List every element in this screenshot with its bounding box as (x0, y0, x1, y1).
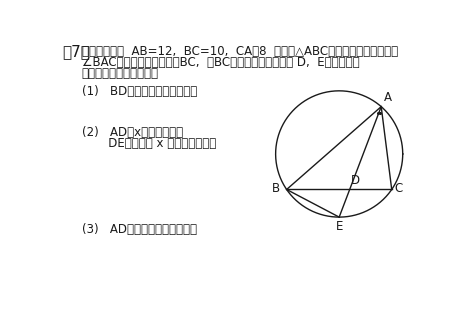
Text: ∠BACの角の２等分線と辺BC,  弧BCとの交点をそれぞれ D,  Eとします。: ∠BACの角の２等分線と辺BC, 弧BCとの交点をそれぞれ D, Eとします。 (82, 56, 360, 69)
Text: B: B (272, 182, 280, 195)
Text: DEの長さを x で表しなさい。: DEの長さを x で表しなさい。 (82, 137, 216, 150)
Text: (2)   AD＝xとおくとき，: (2) AD＝xとおくとき， (82, 126, 183, 139)
Text: (3)   ADの長さを求めなさい。: (3) ADの長さを求めなさい。 (82, 223, 197, 236)
Text: C: C (395, 182, 403, 195)
Text: 次の問いに答えなさい。: 次の問いに答えなさい。 (82, 67, 159, 80)
Text: E: E (336, 220, 344, 233)
Text: 「7」: 「7」 (62, 44, 91, 60)
Text: 図のように，  AB=12,  BC=10,  CA＝8  である△ABCと外接円があります。: 図のように， AB=12, BC=10, CA＝8 である△ABCと外接円があり… (82, 45, 398, 59)
Text: (1)   BDの長さを求めなさい。: (1) BDの長さを求めなさい。 (82, 85, 197, 98)
Text: A: A (384, 91, 392, 104)
Text: D: D (351, 174, 360, 187)
